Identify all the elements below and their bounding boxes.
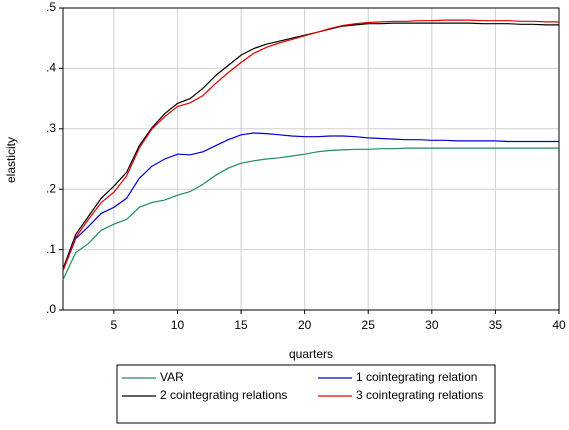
x-tick-label: 40 [552, 318, 566, 332]
line-series [62, 147, 559, 281]
plot-frame [62, 7, 560, 311]
x-tick-label: 5 [111, 318, 118, 332]
x-tick-label: 15 [234, 318, 248, 332]
legend-box [116, 364, 496, 424]
line-series [62, 22, 559, 270]
x-tick-label: 35 [489, 318, 503, 332]
x-tick-label: 30 [425, 318, 439, 332]
y-tick-label: .3 [46, 121, 56, 135]
y-tick-label: .2 [46, 181, 56, 195]
y-tick-label: .0 [46, 302, 56, 316]
legend-label: VAR [160, 370, 184, 384]
y-axis-label: elasticity [4, 137, 18, 183]
y-tick-label: .1 [46, 242, 56, 256]
legend-label: 1 cointegrating relation [356, 370, 477, 384]
x-tick-label: 10 [171, 318, 185, 332]
x-axis-label: quarters [289, 347, 333, 361]
legend-label: 2 cointegrating relations [160, 388, 287, 402]
x-tick-label: 20 [298, 318, 312, 332]
line-series [62, 19, 559, 271]
legend-label: 3 cointegrating relations [356, 388, 483, 402]
x-tick-label: 25 [362, 318, 376, 332]
y-tick-label: .4 [46, 61, 56, 75]
y-tick-label: .5 [46, 0, 56, 14]
line-series [62, 132, 559, 271]
